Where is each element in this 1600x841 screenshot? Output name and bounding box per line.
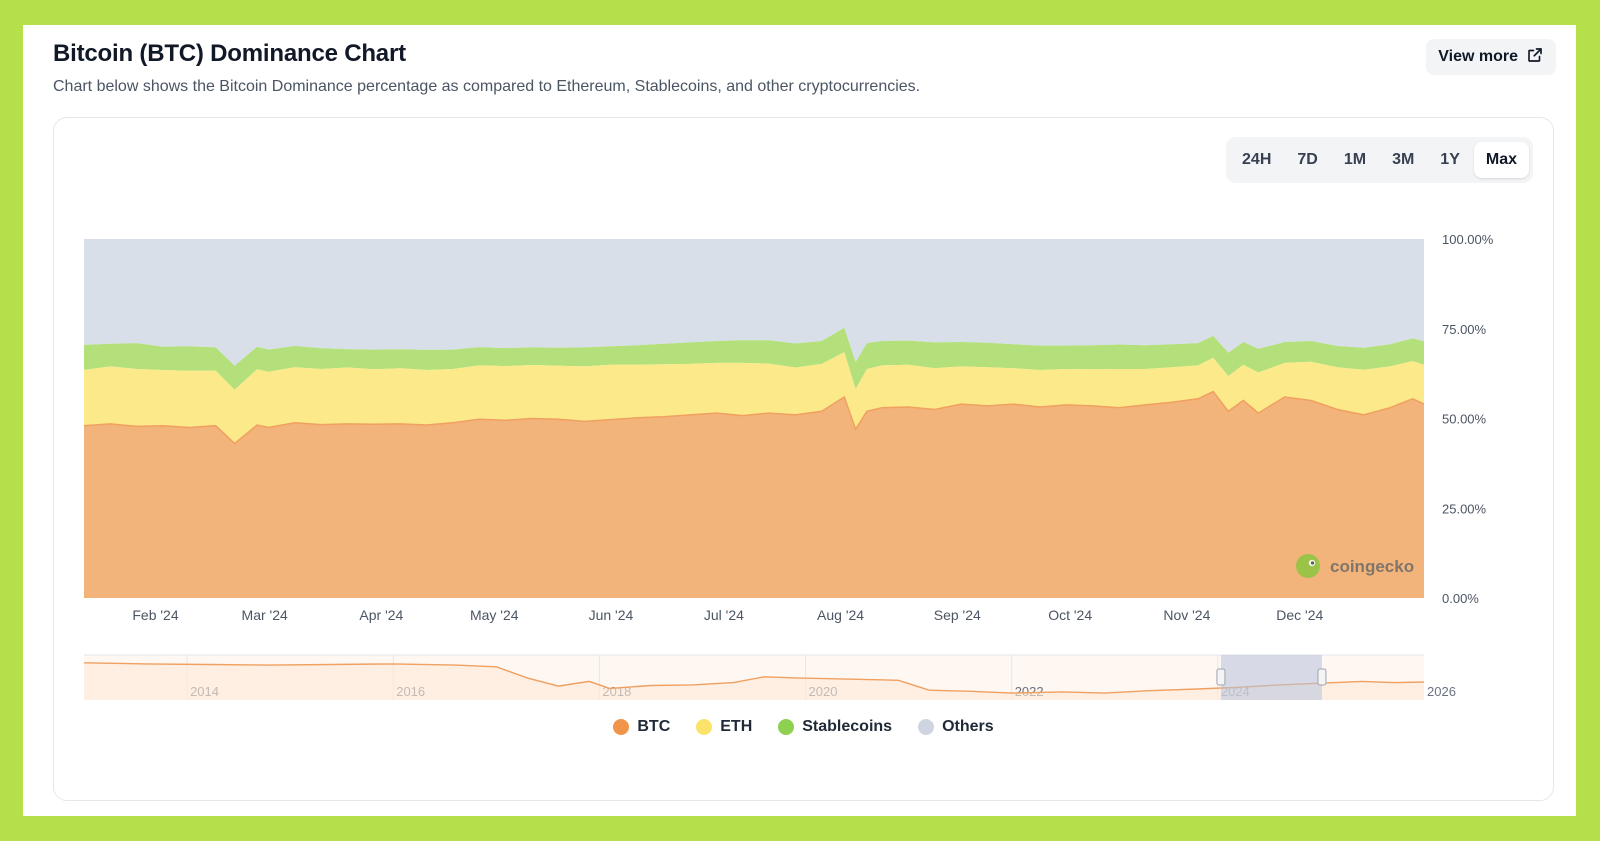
x-tick-label: May '24: [470, 607, 519, 623]
y-tick-label: 25.00%: [1442, 501, 1487, 516]
page-title: Bitcoin (BTC) Dominance Chart: [53, 40, 406, 67]
chart-panel: Bitcoin (BTC) Dominance Chart Chart belo…: [23, 25, 1576, 816]
coingecko-watermark: coingecko: [1330, 557, 1414, 576]
x-tick-label: Nov '24: [1163, 607, 1210, 623]
legend-label-stablecoins: Stablecoins: [802, 718, 893, 735]
series-area-stablecoins: [84, 327, 1424, 390]
legend-item-btc[interactable]: BTC: [613, 718, 670, 736]
navigator-handle-right: [1317, 668, 1327, 686]
coingecko-logo-icon: [1296, 554, 1320, 578]
range-max-button[interactable]: Max: [1473, 142, 1529, 178]
navigator-year-label: 2026: [1427, 684, 1456, 699]
x-tick-label: Sep '24: [934, 607, 981, 623]
view-more-label: View more: [1438, 48, 1518, 65]
x-tick-label: Oct '24: [1048, 607, 1092, 623]
navigator-handle-left: [1216, 668, 1226, 686]
legend-item-eth[interactable]: ETH: [696, 718, 752, 736]
range-3m-button[interactable]: 3M: [1380, 142, 1426, 178]
coingecko-logo-pupil: [1310, 561, 1315, 565]
view-more-button[interactable]: View more: [1426, 39, 1556, 75]
chart-card: 24H 7D 1M 3M 1Y Max 0.00% 25.00% 50.00% 75.…: [53, 117, 1554, 801]
legend-item-stablecoins[interactable]: Stablecoins: [778, 718, 892, 736]
legend-marker-stablecoins: [778, 719, 795, 735]
dominance-chart: 0.00% 25.00% 50.00% 75.00% 100.00% Feb '24 Mar…: [83, 232, 1494, 700]
navigator-area-btc: [84, 662, 1424, 700]
x-tick-label: Aug '24: [817, 607, 864, 623]
series-area-others: [84, 239, 1424, 366]
y-tick-label: 0.00%: [1442, 591, 1479, 606]
page-subtitle: Chart below shows the Bitcoin Dominance …: [53, 78, 921, 95]
y-tick-label: 75.00%: [1442, 322, 1487, 337]
y-tick-label: 100.00%: [1442, 232, 1494, 247]
range-1y-button[interactable]: 1Y: [1428, 142, 1472, 178]
x-tick-label: Jul '24: [704, 607, 744, 623]
chart-legend: BTC ETH Stablecoins Others: [54, 718, 1553, 736]
x-tick-label: Jun '24: [589, 607, 634, 623]
series-area-btc: [84, 391, 1424, 598]
range-7d-button[interactable]: 7D: [1285, 142, 1329, 178]
legend-label-others: Others: [942, 718, 994, 735]
legend-marker-others: [918, 719, 935, 735]
external-link-icon: [1526, 46, 1544, 69]
x-tick-label: Apr '24: [359, 607, 403, 623]
range-1m-button[interactable]: 1M: [1332, 142, 1378, 178]
series-line-btc: [83, 390, 1425, 445]
y-tick-label: 50.00%: [1442, 412, 1487, 427]
x-tick-label: Mar '24: [242, 607, 288, 623]
time-range-selector: 24H 7D 1M 3M 1Y Max: [1226, 137, 1533, 183]
legend-item-others[interactable]: Others: [918, 718, 994, 736]
legend-label-btc: BTC: [637, 718, 671, 735]
range-24h-button[interactable]: 24H: [1230, 142, 1283, 178]
x-tick-label: Dec '24: [1276, 607, 1323, 623]
series-area-eth: [84, 352, 1424, 444]
x-tick-label: Feb '24: [132, 607, 178, 623]
legend-marker-eth: [696, 719, 713, 735]
legend-marker-btc: [613, 719, 630, 735]
legend-label-eth: ETH: [720, 718, 753, 735]
navigator-selection: [1220, 655, 1322, 700]
